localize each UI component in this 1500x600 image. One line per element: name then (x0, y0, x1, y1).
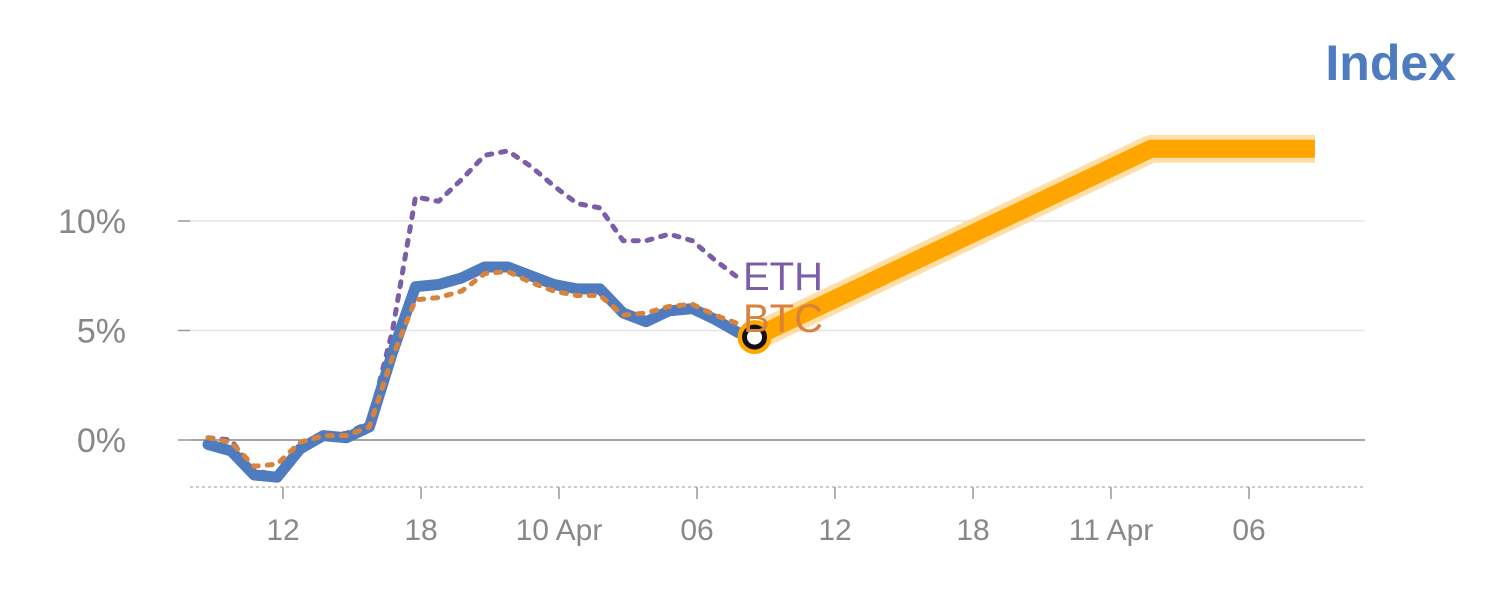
series-layer (202, 134, 1315, 483)
y-tick-label: 0% (77, 422, 126, 460)
projection-halo (748, 134, 1315, 350)
y-tick-label: 10% (58, 203, 126, 241)
x-tick-label: 06 (680, 514, 713, 547)
x-axis: 12 18 10 Apr 06 12 18 11 Apr 06 (190, 486, 1365, 547)
current-value-marker (742, 324, 768, 350)
btc-label: BTC (743, 297, 823, 341)
grid-layer: 0% 5% 10% (58, 203, 1365, 460)
index-line (202, 261, 744, 483)
btc-line (205, 268, 741, 469)
y-tick-label: 5% (77, 313, 126, 351)
x-tick-label: 18 (956, 514, 989, 547)
x-tick-label: 12 (266, 514, 299, 547)
x-tick-label: 12 (818, 514, 851, 547)
x-tick-label: 18 (404, 514, 437, 547)
x-tick-label: 06 (1232, 514, 1265, 547)
eth-label: ETH (743, 255, 823, 299)
x-tick-label: 11 Apr (1069, 514, 1154, 547)
x-tick-label: 10 Apr (516, 514, 603, 547)
chart-title: Index (1325, 35, 1456, 91)
projection-line (750, 139, 1315, 346)
